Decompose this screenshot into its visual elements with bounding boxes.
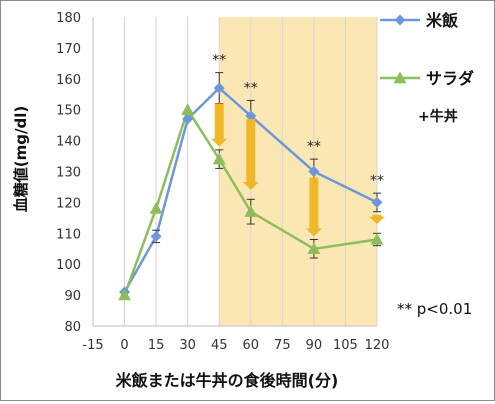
significance-marker: **: [307, 139, 321, 155]
data-point-series-2: [244, 205, 258, 217]
data-point-series-2: [149, 202, 163, 214]
x-tick-label: -15: [82, 338, 103, 353]
y-tick-label: 110: [56, 227, 81, 242]
x-tick-label: 105: [333, 338, 358, 353]
significance-marker: **: [212, 53, 226, 69]
legend-label-series-2-cont: +牛丼: [418, 108, 458, 125]
reduction-arrow: [305, 177, 322, 237]
significance-marker: **: [244, 80, 258, 96]
y-tick-label: 160: [56, 73, 81, 88]
legend-marker-series-2: [393, 71, 407, 84]
data-point-series-1: [182, 113, 194, 125]
legend-label-series-2: サラダ: [426, 69, 474, 88]
legend-marker-series-1: [394, 14, 406, 26]
data-point-series-2: [118, 288, 132, 301]
y-tick-label: 170: [56, 42, 81, 57]
data-point-series-1: [245, 110, 257, 122]
reduction-arrow: [242, 118, 259, 191]
y-tick-label: 150: [56, 104, 81, 119]
x-tick-label: 120: [365, 338, 390, 353]
data-point-series-2: [307, 242, 321, 254]
y-tick-label: 90: [64, 289, 81, 304]
x-tick-label: 75: [274, 338, 291, 353]
x-axis-title: 米飯または牛丼の食後時間(分): [116, 371, 339, 390]
x-tick-label: 90: [306, 338, 323, 353]
data-point-series-1: [150, 230, 162, 242]
reduction-arrow: [369, 214, 385, 225]
data-point-series-2: [212, 152, 226, 165]
x-tick-label: 60: [243, 338, 260, 353]
y-axis-title: 血糖値(mg/dl): [12, 106, 30, 212]
y-tick-label: 100: [56, 258, 81, 273]
reduction-arrow: [211, 103, 228, 147]
significance-note: ** p<0.01: [397, 300, 472, 318]
significance-marker: **: [370, 173, 384, 189]
x-tick-label: 0: [120, 338, 128, 353]
y-tick-label: 140: [56, 135, 81, 150]
data-point-series-1: [213, 82, 225, 94]
x-tick-label: 30: [179, 338, 196, 353]
y-tick-label: 120: [56, 196, 81, 211]
data-point-series-2: [181, 103, 195, 115]
data-point-series-1: [308, 166, 320, 177]
data-point-series-1: [371, 196, 383, 208]
data-point-series-2: [370, 232, 384, 245]
y-tick-label: 80: [64, 320, 81, 335]
y-tick-label: 180: [56, 11, 81, 26]
legend-label-series-1: 米飯: [426, 11, 458, 30]
x-tick-label: 45: [211, 338, 228, 353]
y-tick-label: 130: [56, 166, 81, 181]
highlight-band: [219, 17, 377, 326]
x-tick-label: 15: [148, 338, 165, 353]
